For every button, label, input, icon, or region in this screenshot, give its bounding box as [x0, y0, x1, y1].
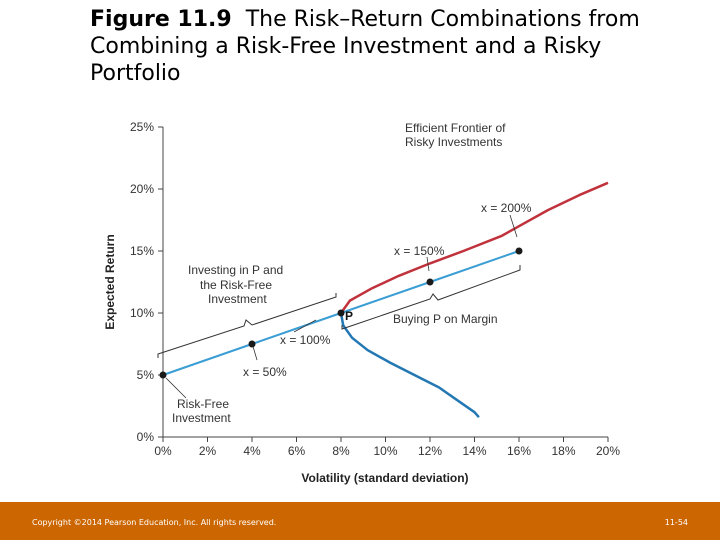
chart-points: [159, 247, 523, 379]
y-axis-label: Expected Return: [103, 234, 117, 329]
x-tick-label: 0%: [154, 444, 172, 458]
leader-x200: [509, 214, 518, 238]
annotation-invest-line1: Investing in P and: [188, 263, 283, 277]
chart-brackets: [157, 214, 521, 399]
chart-axes: 0% 5% 10% 15% 20% 25% 0% 2% 4% 6% 8% 10% 12% 14% 16% 18…: [130, 120, 620, 458]
y-tick-label: 20%: [130, 182, 154, 196]
figure-number: Figure 11.9: [90, 7, 232, 32]
x-tick-label: 4%: [243, 444, 261, 458]
bracket-investing: [157, 293, 337, 358]
y-tick-label: 15%: [130, 244, 154, 258]
x-tick-label: 10%: [373, 444, 397, 458]
annotation-margin: Buying P on Margin: [393, 312, 498, 326]
data-point: [159, 371, 167, 379]
annotation-riskfree-line2: Investment: [172, 411, 231, 425]
figure-caption: The Risk–Return Combinations from Combin…: [90, 7, 640, 86]
x-tick-label: 8%: [332, 444, 350, 458]
x-tick-label: 2%: [199, 444, 217, 458]
x-tick-label: 6%: [288, 444, 306, 458]
x-tick-label: 14%: [462, 444, 486, 458]
y-tick-label: 5%: [137, 368, 155, 382]
annotation-frontier-line2: Risky Investments: [405, 135, 502, 149]
annotation-invest-line3: Investment: [208, 292, 267, 306]
page-number: 11-54: [664, 518, 688, 527]
y-tick-label: 25%: [130, 120, 154, 134]
annotation-x150: x = 150%: [394, 244, 445, 258]
x-tick-label: 12%: [418, 444, 442, 458]
x-axis-label: Volatility (standard deviation): [301, 471, 468, 485]
annotation-invest-line2: the Risk-Free: [200, 278, 272, 292]
figure-title: Figure 11.9 The Risk–Return Combinations…: [90, 6, 690, 87]
annotation-x50: x = 50%: [243, 365, 287, 379]
point-label-p: P: [345, 309, 353, 323]
x-tick-label: 20%: [596, 444, 620, 458]
x-tick-label: 18%: [551, 444, 575, 458]
risk-return-chart: 0% 5% 10% 15% 20% 25% 0% 2% 4% 6% 8% 10% 12% 14% 16% 18…: [103, 120, 620, 485]
x-tick-label: 16%: [507, 444, 531, 458]
copyright-text: Copyright ©2014 Pearson Education, Inc. …: [32, 518, 277, 527]
bracket-margin: [341, 265, 521, 330]
y-tick-label: 10%: [130, 306, 154, 320]
annotation-x200: x = 200%: [481, 201, 532, 215]
data-point: [337, 309, 345, 317]
inefficient-frontier-line: [339, 312, 480, 419]
efficient-frontier-line: [339, 181, 609, 314]
leader-x100: [293, 319, 317, 333]
annotation-riskfree-line1: Risk-Free: [177, 397, 229, 411]
y-tick-label: 0%: [137, 430, 155, 444]
data-point: [426, 278, 434, 286]
footer-bar: Copyright ©2014 Pearson Education, Inc. …: [0, 502, 720, 540]
leader-riskfree: [165, 377, 187, 399]
data-point: [248, 340, 256, 348]
annotation-x100: x = 100%: [280, 333, 331, 347]
data-point: [515, 247, 523, 255]
leader-x150: [426, 256, 430, 272]
annotation-frontier-line1: Efficient Frontier of: [405, 121, 506, 135]
